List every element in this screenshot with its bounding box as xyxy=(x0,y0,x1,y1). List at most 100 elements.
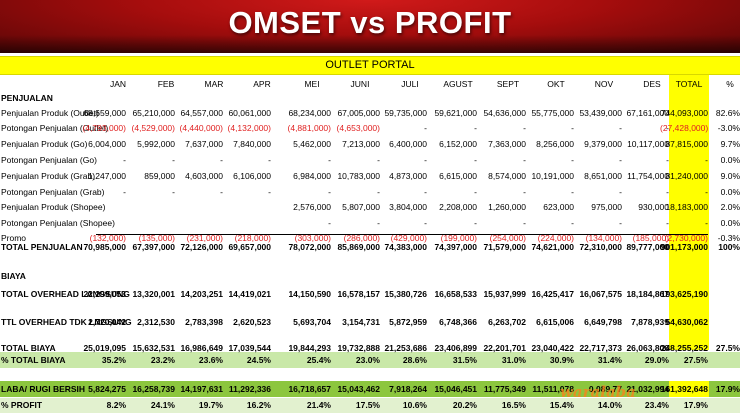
table-cell: - xyxy=(424,123,427,133)
row-label: TOTAL BIAYA xyxy=(1,343,56,353)
table-cell: 6,615,000 xyxy=(439,171,477,181)
table-cell: 2,720,042 xyxy=(88,317,126,327)
table-cell: -3.0% xyxy=(717,123,740,133)
table-cell: 87,815,000 xyxy=(665,139,708,149)
table-cell: 7,637,000 xyxy=(185,139,223,149)
table-cell: 55,775,000 xyxy=(531,108,574,118)
table-cell: 68,659,000 xyxy=(83,108,126,118)
table-cell: 0.0% xyxy=(720,155,740,165)
table-cell: 16.2% xyxy=(246,400,271,410)
table-cell: 74,621,000 xyxy=(531,242,574,252)
table-cell: 24.1% xyxy=(150,400,175,410)
table-cell: 78,072,000 xyxy=(288,242,331,252)
table-cell: 6,106,000 xyxy=(233,171,271,181)
table-cell: (4,793,000) xyxy=(82,123,126,133)
table-cell: 22,299,053 xyxy=(83,289,126,299)
table-cell: (4,440,000) xyxy=(179,123,223,133)
total-column-highlight xyxy=(669,75,709,350)
table-cell: 6,984,000 xyxy=(293,171,331,181)
table-cell: - xyxy=(220,187,223,197)
table-cell: 11,292,336 xyxy=(228,384,271,394)
total-column-highlight xyxy=(669,381,709,397)
table-cell: - xyxy=(523,123,526,133)
table-cell: 6,649,798 xyxy=(584,317,622,327)
table-cell: 6,263,702 xyxy=(488,317,526,327)
column-header: % xyxy=(726,79,734,89)
column-header: FEB xyxy=(157,79,175,89)
table-cell: 89,777,000 xyxy=(626,242,669,252)
table-cell: 8,651,000 xyxy=(584,171,622,181)
table-cell: - xyxy=(523,155,526,165)
table-cell: - xyxy=(424,218,427,228)
row-label: TTL OVERHEAD TDK LNGSUNG xyxy=(1,317,132,327)
table-cell: 6,400,000 xyxy=(389,139,427,149)
table-cell: (429,000) xyxy=(390,233,427,243)
table-cell: 6,748,366 xyxy=(439,317,477,327)
table-cell: 7,878,939 xyxy=(631,317,669,327)
table-cell: - xyxy=(220,155,223,165)
table-cell: 5,872,959 xyxy=(389,317,427,327)
table-cell: 7,363,000 xyxy=(488,139,526,149)
column-header: OKT xyxy=(547,79,565,89)
table-cell: 193,625,190 xyxy=(660,289,708,299)
table-cell: 20.2% xyxy=(452,400,477,410)
table-cell: 74,397,000 xyxy=(434,242,477,252)
table-cell: 2,620,523 xyxy=(233,317,271,327)
table-cell: (135,000) xyxy=(138,233,175,243)
table-cell: 16.5% xyxy=(501,400,526,410)
table-cell: 16,258,739 xyxy=(132,384,175,394)
row-band-profit xyxy=(0,398,740,413)
table-cell: - xyxy=(328,155,331,165)
row-label: % TOTAL BIAYA xyxy=(1,355,66,365)
table-cell: 68,234,000 xyxy=(288,108,331,118)
table-cell: -0.3% xyxy=(717,233,740,243)
table-cell: 14,197,631 xyxy=(180,384,223,394)
table-cell: 2,208,000 xyxy=(439,202,477,212)
table-cell: 16,718,657 xyxy=(288,384,331,394)
row-label: Penjualan Produk (Go) xyxy=(1,139,88,149)
page-title: OMSET vs PROFIT xyxy=(228,5,512,40)
table-cell: 4,873,000 xyxy=(389,171,427,181)
row-band-laba xyxy=(0,381,740,397)
table-cell: 2.0% xyxy=(720,202,740,212)
table-cell: - xyxy=(705,187,708,197)
table-cell: (231,000) xyxy=(186,233,223,243)
column-header: SEPT xyxy=(496,79,520,89)
table-cell: (4,881,000) xyxy=(287,123,331,133)
table-cell: - xyxy=(571,155,574,165)
table-cell: 28.6% xyxy=(402,355,427,365)
table-cell: 71,579,000 xyxy=(483,242,526,252)
table-cell: 24.5% xyxy=(246,355,271,365)
table-cell: 11,754,000 xyxy=(627,171,669,181)
table-cell: 11,511,078 xyxy=(532,384,574,394)
column-header: APR xyxy=(253,79,271,89)
table-cell: 85,869,000 xyxy=(337,242,380,252)
table-cell: - xyxy=(474,155,477,165)
table-cell: - xyxy=(424,155,427,165)
table-cell: 26,063,806 xyxy=(626,343,669,353)
row-label: Potongan Penjualan (Grab) xyxy=(1,187,105,197)
table-cell: 16,067,575 xyxy=(579,289,622,299)
table-cell: 74,383,000 xyxy=(384,242,427,252)
table-cell: 8,256,000 xyxy=(536,139,574,149)
table-cell: 15,043,462 xyxy=(337,384,380,394)
table-cell: - xyxy=(474,123,477,133)
spreadsheet: JAN FEB MAR APR MEI JUNI JULI AGUST SEPT OKT NOV DE… xyxy=(0,75,740,416)
row-label: Penjualan Produk (Outlet) xyxy=(1,108,99,118)
table-cell: 6,004,000 xyxy=(88,139,126,149)
column-header: JUNI xyxy=(350,79,370,89)
table-cell: 930,000 xyxy=(638,202,669,212)
table-cell: 69,657,000 xyxy=(228,242,271,252)
table-cell: 70,985,000 xyxy=(83,242,126,252)
table-cell: - xyxy=(619,187,622,197)
table-cell: 21.4% xyxy=(306,400,331,410)
table-cell: 14,203,251 xyxy=(180,289,223,299)
table-cell: 31.4% xyxy=(597,355,622,365)
table-cell: 35.2% xyxy=(101,355,126,365)
table-cell: 27.5% xyxy=(715,343,740,353)
table-cell: 23,040,422 xyxy=(531,343,574,353)
table-cell: 0.0% xyxy=(720,187,740,197)
table-cell: (185,000) xyxy=(632,233,669,243)
table-cell: (218,000) xyxy=(234,233,271,243)
row-band-total-biaya-pct xyxy=(0,352,740,368)
